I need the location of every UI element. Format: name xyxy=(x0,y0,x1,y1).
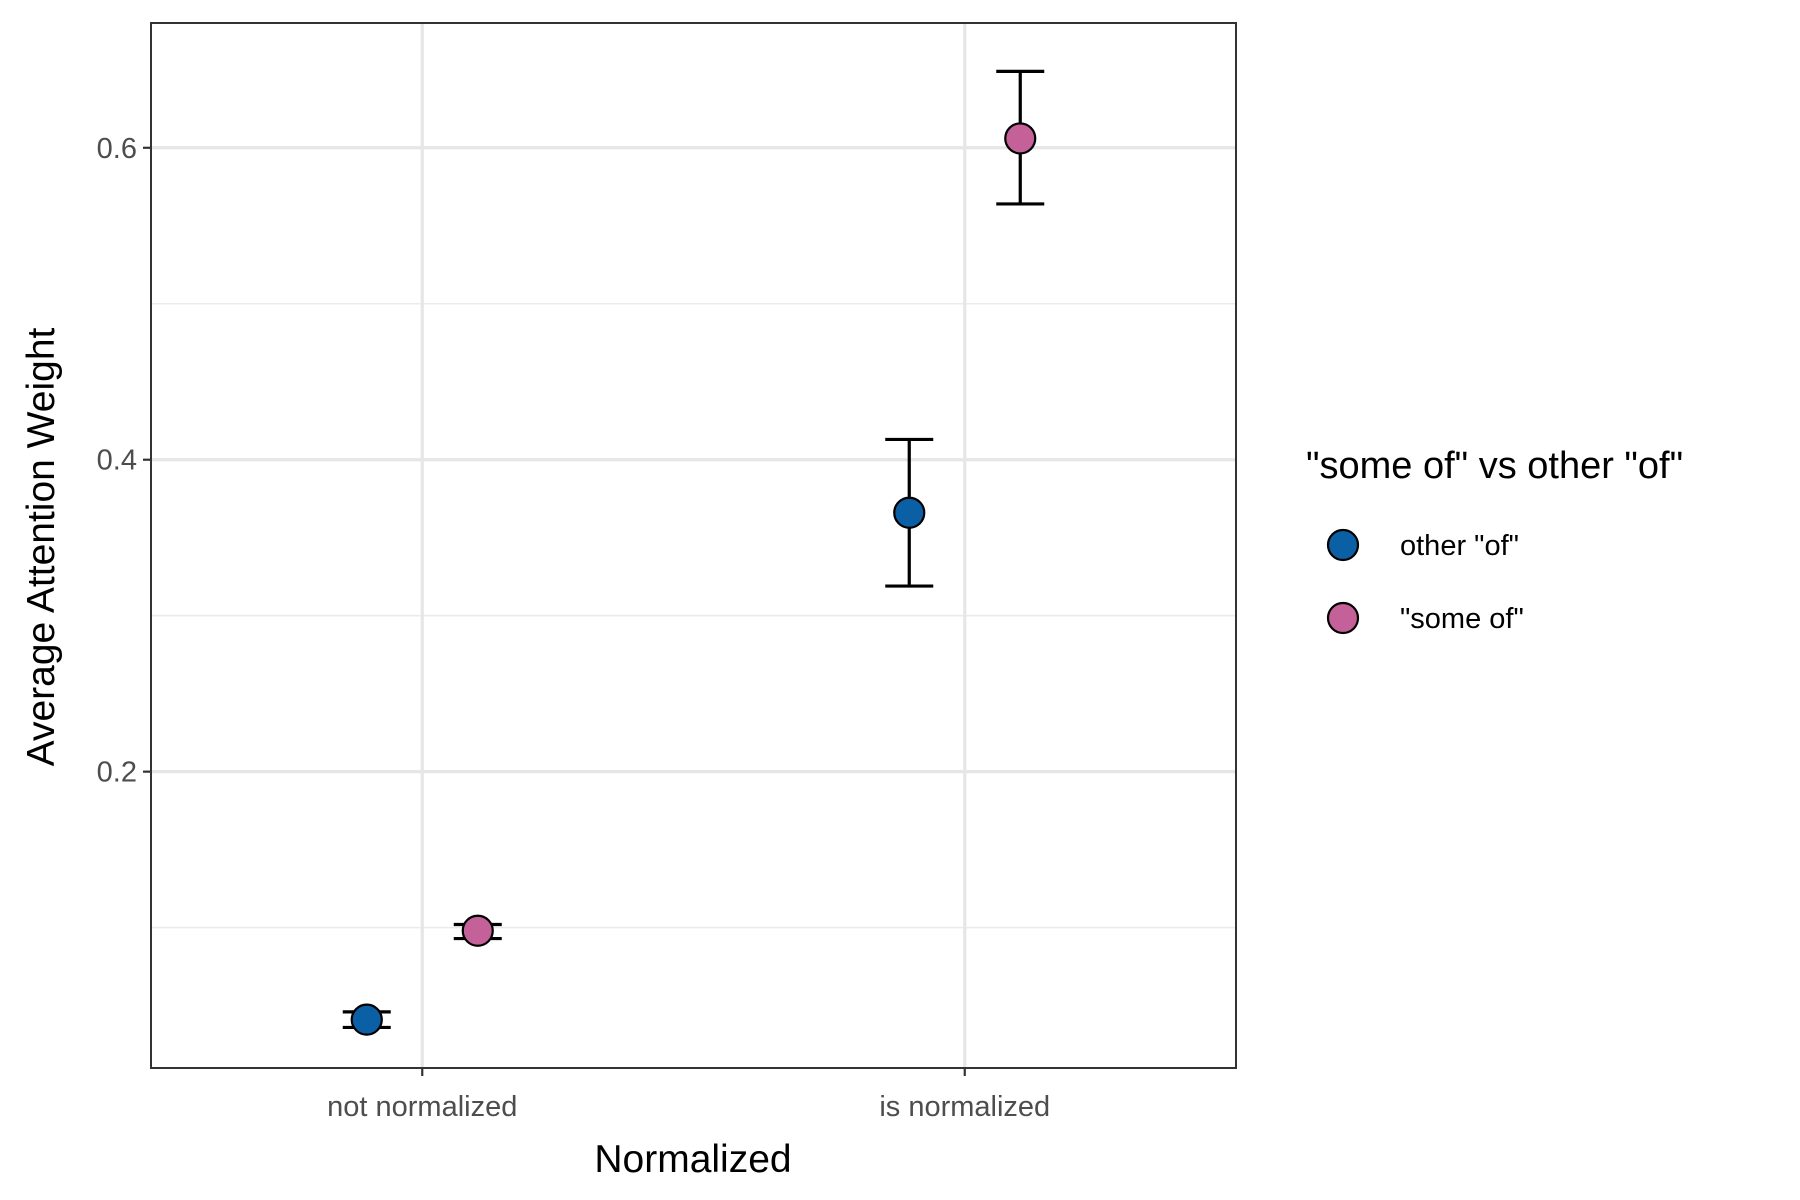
x-axis-title: Normalized xyxy=(594,1138,791,1181)
y-tick-label: 0.4 xyxy=(97,445,137,477)
data-point xyxy=(461,914,494,947)
legend-key xyxy=(1326,528,1360,562)
error-bars xyxy=(342,69,1045,1030)
plot-panel-border xyxy=(150,22,1237,1069)
y-tick-label: 0.2 xyxy=(97,757,137,789)
y-axis-ticks: 0.2 0.4 0.6 xyxy=(97,133,151,789)
data-point xyxy=(893,496,926,529)
y-axis-title: Average Attention Weight xyxy=(20,327,63,766)
x-axis-ticks: not normalized is normalized xyxy=(327,1068,1050,1123)
data-point xyxy=(350,1003,383,1036)
data-points xyxy=(350,122,1037,1036)
x-tick-label: not normalized xyxy=(327,1091,517,1123)
grid-major xyxy=(151,23,1236,1068)
x-tick-label: is normalized xyxy=(879,1091,1050,1123)
y-tick-label: 0.6 xyxy=(97,133,137,165)
data-point xyxy=(1004,122,1037,155)
grid-minor xyxy=(151,302,1236,929)
legend-label: "some of" xyxy=(1400,603,1524,635)
legend-title: "some of" vs other "of" xyxy=(1306,445,1683,487)
legend-item: other "of" xyxy=(1326,528,1519,562)
legend-item: "some of" xyxy=(1326,601,1524,635)
legend-label: other "of" xyxy=(1400,530,1519,562)
legend: "some of" vs other "of" other "of" "some … xyxy=(1306,445,1683,635)
legend-key xyxy=(1326,601,1360,635)
